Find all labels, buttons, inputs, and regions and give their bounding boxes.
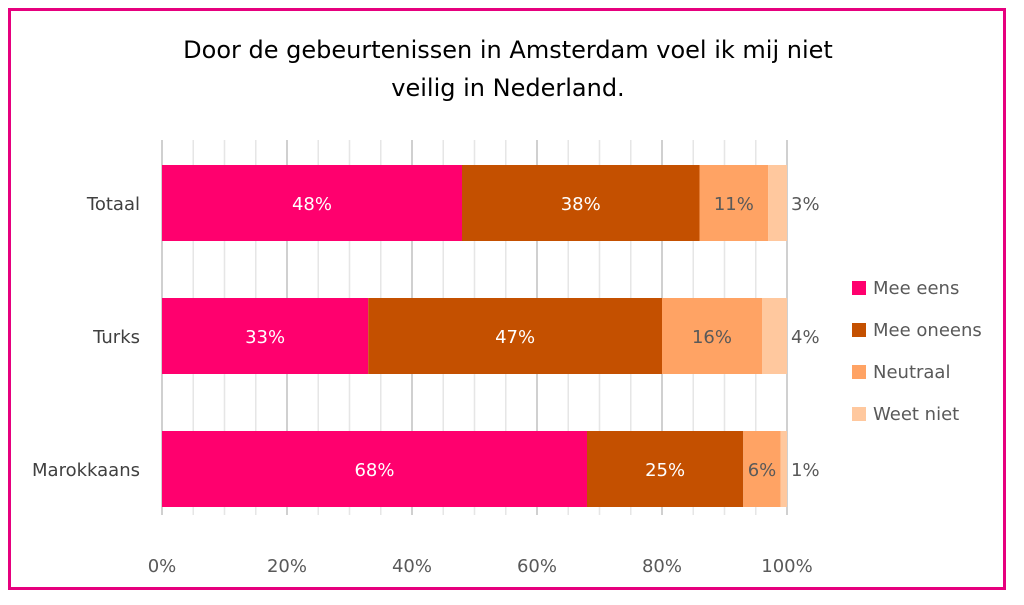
x-tick-label: 80% [642, 556, 682, 577]
bars: 48% 38% 11% 3% 33% 47% 16% 4% 68% 25% 6% 1% [162, 165, 820, 507]
chart-title: Door de gebeurtenissen in Amsterdam voel… [183, 36, 833, 102]
bar-segment [368, 298, 662, 374]
bar-segment [743, 431, 781, 507]
data-label: 4% [791, 327, 820, 348]
bar-segment [462, 165, 700, 241]
x-tick-label: 60% [517, 556, 557, 577]
bar-segment [162, 298, 369, 374]
x-axis: 0% 20% 40% 60% 80% 100% [148, 556, 813, 577]
data-label: 1% [791, 460, 820, 481]
category-label: Marokkaans [32, 460, 140, 481]
bar-segment [768, 165, 787, 241]
data-label: 68% [354, 460, 394, 481]
legend-label: Mee oneens [873, 320, 982, 341]
data-label: 6% [748, 460, 777, 481]
bar-segment [699, 165, 769, 241]
data-label: 11% [714, 194, 754, 215]
bar-segment [662, 298, 762, 374]
legend-swatch [852, 323, 866, 337]
data-label: 47% [495, 327, 535, 348]
legend-label: Neutraal [873, 362, 950, 383]
legend-swatch [852, 281, 866, 295]
data-label: 38% [561, 194, 601, 215]
data-label: 48% [292, 194, 332, 215]
category-label: Totaal [86, 194, 140, 215]
chart-title-line-1: Door de gebeurtenissen in Amsterdam voel… [183, 36, 833, 64]
legend: Mee eens Mee oneens Neutraal Weet niet [852, 278, 982, 425]
data-label: 16% [692, 327, 732, 348]
data-label: 33% [245, 327, 285, 348]
bar-segment [762, 298, 787, 374]
chart-title-line-2: veilig in Nederland. [391, 74, 624, 102]
bar-segment [587, 431, 744, 507]
data-label: 3% [791, 194, 820, 215]
data-label: 25% [645, 460, 685, 481]
legend-swatch [852, 407, 866, 421]
y-axis: Totaal Turks Marokkaans [32, 194, 140, 481]
bar-segment [162, 165, 462, 241]
x-tick-label: 20% [267, 556, 307, 577]
x-tick-label: 0% [148, 556, 177, 577]
bar-segment [780, 431, 787, 507]
legend-swatch [852, 365, 866, 379]
x-tick-label: 100% [761, 556, 812, 577]
legend-label: Mee eens [873, 278, 959, 299]
legend-label: Weet niet [873, 404, 959, 425]
x-tick-label: 40% [392, 556, 432, 577]
category-label: Turks [92, 327, 140, 348]
bar-segment [162, 431, 587, 507]
